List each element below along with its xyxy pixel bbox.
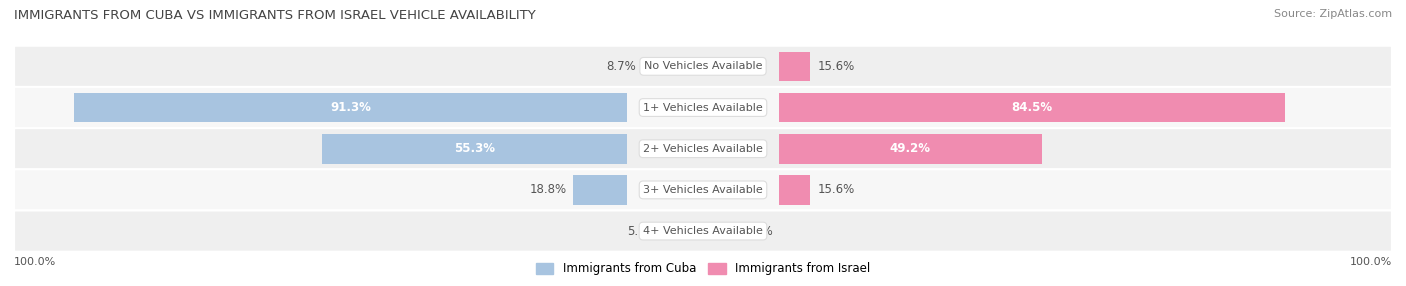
- Text: 18.8%: 18.8%: [530, 183, 567, 196]
- FancyBboxPatch shape: [14, 210, 1392, 252]
- Text: 100.0%: 100.0%: [14, 257, 56, 267]
- Text: 2+ Vehicles Available: 2+ Vehicles Available: [643, 144, 763, 154]
- Bar: [779, 134, 1042, 164]
- Bar: [75, 93, 627, 122]
- Text: Source: ZipAtlas.com: Source: ZipAtlas.com: [1274, 9, 1392, 19]
- FancyBboxPatch shape: [14, 169, 1392, 210]
- Text: 91.3%: 91.3%: [330, 101, 371, 114]
- FancyBboxPatch shape: [14, 128, 1392, 169]
- Legend: Immigrants from Cuba, Immigrants from Israel: Immigrants from Cuba, Immigrants from Is…: [531, 258, 875, 280]
- Text: IMMIGRANTS FROM CUBA VS IMMIGRANTS FROM ISRAEL VEHICLE AVAILABILITY: IMMIGRANTS FROM CUBA VS IMMIGRANTS FROM …: [14, 9, 536, 21]
- Text: 4.8%: 4.8%: [742, 225, 773, 238]
- Text: 15.6%: 15.6%: [817, 60, 855, 73]
- Text: 5.7%: 5.7%: [627, 225, 657, 238]
- Text: 3+ Vehicles Available: 3+ Vehicles Available: [643, 185, 763, 195]
- Bar: [779, 93, 1285, 122]
- Text: 49.2%: 49.2%: [890, 142, 931, 155]
- Text: 4+ Vehicles Available: 4+ Vehicles Available: [643, 226, 763, 236]
- Text: 100.0%: 100.0%: [1350, 257, 1392, 267]
- Text: 8.7%: 8.7%: [606, 60, 636, 73]
- FancyBboxPatch shape: [14, 87, 1392, 128]
- Text: 1+ Vehicles Available: 1+ Vehicles Available: [643, 103, 763, 112]
- Text: No Vehicles Available: No Vehicles Available: [644, 61, 762, 71]
- Text: 15.6%: 15.6%: [817, 183, 855, 196]
- Bar: [779, 51, 810, 81]
- Text: 84.5%: 84.5%: [1011, 101, 1053, 114]
- FancyBboxPatch shape: [14, 46, 1392, 87]
- Bar: [574, 175, 627, 205]
- Bar: [322, 134, 627, 164]
- Text: 55.3%: 55.3%: [454, 142, 495, 155]
- Bar: [779, 175, 810, 205]
